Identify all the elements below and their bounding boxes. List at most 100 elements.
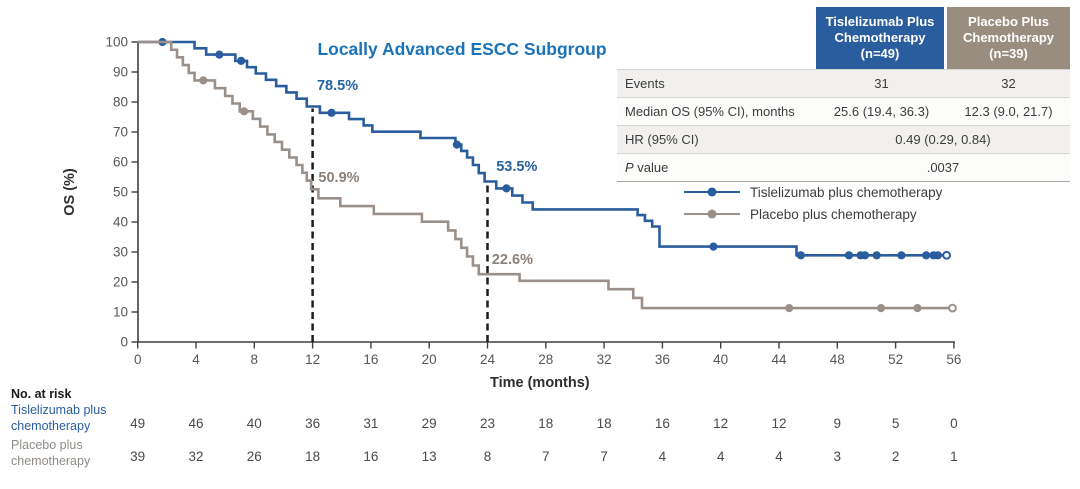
x-tick-label: 36 [655,352,670,367]
y-tick-label: 100 [105,35,128,50]
at-risk-count: 4 [775,449,783,464]
at-risk-count: 7 [542,449,550,464]
censor-mark [897,251,906,260]
at-risk-count: 18 [305,449,320,464]
chart-title: Locally Advanced ESCC Subgroup [317,39,607,59]
censor-mark [199,76,208,85]
at-risk-label-placebo: Placebo plus chemotherapy [11,438,91,468]
x-tick-label: 32 [597,352,612,367]
survival-curve-placebo [137,40,953,310]
y-tick-label: 0 [120,335,128,350]
legend-line-icon [684,187,740,197]
results-row-hr: HR (95% CI) 0.49 (0.29, 0.84) [617,125,1070,153]
legend-line-icon [684,209,740,219]
at-risk-count: 40 [247,416,262,431]
results-row-pvalue: P value .0037 [617,153,1070,182]
y-tick-label: 10 [113,305,128,320]
p-value: .0037 [816,153,1070,182]
at-risk-count: 1 [950,449,958,464]
x-tick-label: 56 [946,352,961,367]
row-label: Median OS (95% CI), months [617,97,816,125]
at-risk-label-tislelizumab: Tislelizumab plus chemotherapy [11,403,107,433]
y-tick-label: 60 [113,155,128,170]
results-row-median-os: Median OS (95% CI), months 25.6 (19.4, 3… [617,97,1070,125]
censor-mark [876,304,886,313]
x-tick-label: 16 [363,352,378,367]
results-header-tislelizumab: Tislelizumab Plus Chemotherapy (n=49) [816,7,947,69]
at-risk-count: 26 [247,449,262,464]
x-tick-label: 8 [251,352,259,367]
y-tick-label: 70 [113,125,128,140]
at-risk-count: 12 [713,416,728,431]
p-value-label: P value [625,160,669,175]
censor-mark [215,50,224,59]
events-placebo: 32 [947,69,1070,97]
at-risk-count: 4 [659,449,667,464]
y-tick-label: 30 [113,245,128,260]
at-risk-count: 16 [363,449,378,464]
results-header-empty [617,7,816,69]
legend-item-placebo: Placebo plus chemotherapy [684,203,942,225]
end-open-circle [942,250,952,260]
x-tick-label: 4 [192,352,200,367]
hr-value: 0.49 (0.29, 0.84) [816,125,1070,153]
at-risk-count: 4 [717,449,725,464]
y-tick-label: 50 [113,185,128,200]
x-tick-label: 0 [134,352,142,367]
at-risk-heading: No. at risk [11,387,72,401]
x-tick-label: 48 [830,352,845,367]
row-label: Events [617,69,816,97]
censor-mark [872,251,881,260]
censor-mark [502,184,511,193]
censor-mark [327,108,336,117]
legend-item-tislelizumab: Tislelizumab plus chemotherapy [684,181,942,203]
y-tick-label: 80 [113,95,128,110]
row-label: HR (95% CI) [617,125,816,153]
x-tick-label: 52 [888,352,903,367]
at-risk-count: 3 [834,449,842,464]
at-risk-count: 18 [538,416,553,431]
censor-mark [239,107,249,116]
at-risk-count: 49 [130,416,145,431]
at-risk-count: 8 [484,449,492,464]
x-tick-label: 12 [305,352,320,367]
at-risk-count: 31 [363,416,378,431]
censor-mark [922,251,931,260]
legend-dot-icon [707,209,717,219]
at-risk-count: 9 [834,416,842,431]
at-risk-count: 0 [950,416,958,431]
y-tick-label: 20 [113,275,128,290]
y-tick-label: 40 [113,215,128,230]
legend-label: Placebo plus chemotherapy [750,206,917,222]
at-risk-count: 39 [130,449,145,464]
landmark-annotation: 22.6% [492,252,533,268]
at-risk-count: 32 [188,449,203,464]
at-risk-count: 46 [188,416,203,431]
censor-mark [785,304,794,313]
survival-curve-tislelizumab [137,40,947,257]
results-table: Tislelizumab Plus Chemotherapy (n=49) Pl… [617,7,1070,182]
end-open-circle [948,303,957,313]
row-label: P value [617,153,816,182]
censor-mark [933,251,942,260]
x-tick-label: 28 [538,352,553,367]
x-tick-label: 24 [480,352,496,367]
at-risk-count: 23 [480,416,495,431]
landmark-annotation: 78.5% [317,78,358,94]
at-risk-count: 5 [892,416,900,431]
at-risk-count: 29 [422,416,437,431]
legend: Tislelizumab plus chemotherapy Placebo p… [684,181,942,225]
x-tick-label: 44 [771,352,787,367]
results-header-row: Tislelizumab Plus Chemotherapy (n=49) Pl… [617,7,1070,69]
censor-mark [709,242,718,251]
median-os-placebo: 12.3 (9.0, 21.7) [947,97,1070,125]
censor-mark [913,304,922,313]
x-tick-label: 20 [422,352,437,367]
at-risk-count: 7 [600,449,608,464]
censor-mark [452,140,461,149]
at-risk-count: 13 [422,449,437,464]
at-risk-count: 16 [655,416,670,431]
censor-mark [237,56,246,65]
